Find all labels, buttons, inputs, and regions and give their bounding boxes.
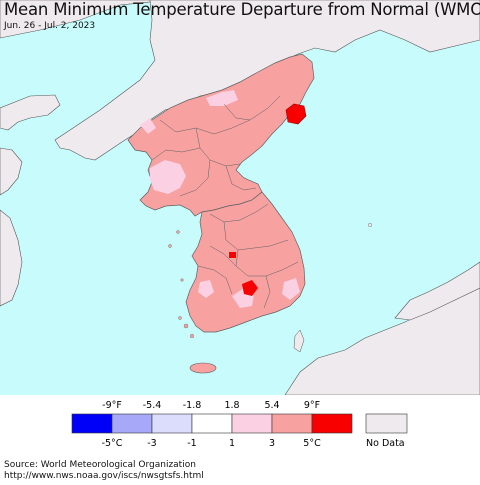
ulleung-island [368, 222, 373, 227]
legend-swatch [111, 413, 153, 434]
source-credit: Source: World Meteorological Organizatio… [4, 460, 196, 470]
legend-f-label: -9°F [102, 400, 122, 411]
sk-light-zone-east [282, 278, 300, 300]
nodata-swatch [365, 413, 408, 434]
japan-honshu-west [394, 261, 480, 321]
province-borders [151, 95, 299, 309]
legend-c-label: -5°C [102, 438, 123, 449]
china-coast-southwest [0, 147, 23, 196]
legend-swatch [311, 413, 353, 434]
sk-hot-spot-central [229, 252, 236, 258]
legend-f-label: 5.4 [264, 400, 279, 411]
legend-celsius-labels: -5°C -3 -1 1 3 5°C [102, 438, 322, 449]
sk-light-zone-southwest [198, 280, 214, 298]
legend-c-label: 1 [229, 438, 235, 449]
tsushima-island [293, 329, 305, 353]
nk-light-zone-north [206, 90, 238, 106]
china-landmass-southwest [0, 209, 23, 307]
legend-swatch [151, 413, 193, 434]
china-landmass-west [0, 94, 61, 131]
legend-swatches [71, 413, 353, 434]
legend-swatch [71, 413, 113, 434]
legend-swatch [191, 413, 233, 434]
japan-kyushu [284, 284, 480, 395]
nk-light-zone-west [150, 160, 186, 194]
legend-c-label: 5°C [303, 438, 321, 449]
nodata-label: No Data [366, 438, 405, 449]
legend-c-label: -3 [147, 438, 156, 449]
jeju-island [189, 362, 217, 374]
legend-f-label: -1.8 [183, 400, 202, 411]
legend-fahrenheit-labels: -9°F -5.4 -1.8 1.8 5.4 9°F [102, 400, 320, 411]
nk-hot-spot [285, 103, 307, 125]
manchuria-landmass [54, 0, 480, 161]
departure-map [0, 0, 480, 395]
nk-light-zone-edge [140, 118, 156, 134]
china-landmass-north [0, 0, 171, 39]
legend-f-label: 1.8 [224, 400, 239, 411]
map-title: Mean Minimum Temperature Departure from … [4, 0, 480, 19]
map-date-range: Jun. 26 - Jul. 2, 2023 [4, 21, 96, 31]
legend-swatch [271, 413, 313, 434]
legend-f-label: 9°F [304, 400, 320, 411]
sk-hot-spot-south [242, 280, 258, 296]
legend-c-label: 3 [269, 438, 275, 449]
legend-c-label: -1 [187, 438, 196, 449]
color-legend: -9°F -5.4 -1.8 1.8 5.4 9°F -5°C -3 -1 1 3 5°C No D… [71, 400, 408, 449]
legend-f-label: -5.4 [143, 400, 162, 411]
west-coast-islands [168, 230, 194, 339]
legend-swatch [231, 413, 273, 434]
source-url[interactable]: http://www.nws.noaa.gov/iscs/nwsgtsfs.ht… [4, 471, 204, 481]
